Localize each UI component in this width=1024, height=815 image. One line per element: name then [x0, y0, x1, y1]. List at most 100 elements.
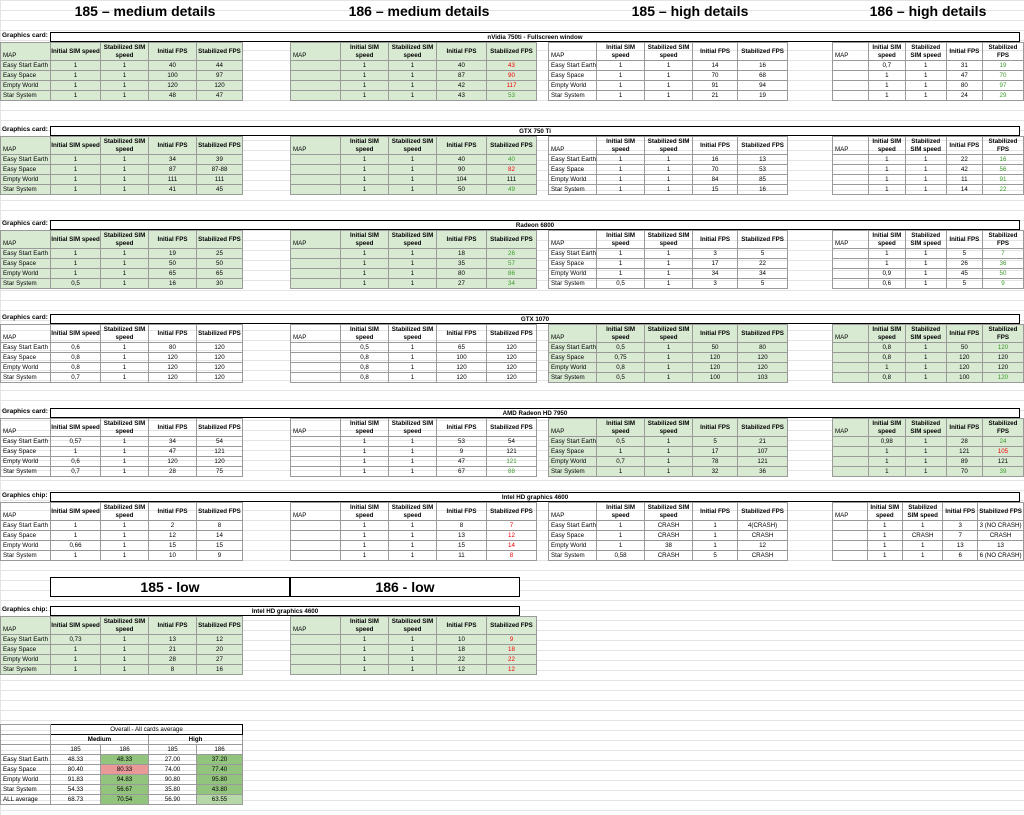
table-row: 1 1 11 91 [832, 174, 1024, 185]
value-cell: 1 [340, 530, 389, 541]
col-header-init_sim: Initial SIM speed [50, 502, 101, 521]
col-header-init_sim: Initial SIM speed [867, 230, 906, 249]
value-cell: 120 [196, 362, 243, 373]
value-cell: 1 [904, 164, 947, 175]
map-name-cell [290, 164, 341, 175]
section-3-table-2: MAP Initial SIM speed Stabilized SIM speed… [547, 324, 789, 383]
map-name-cell [290, 268, 341, 279]
table-row: Easy Start Earth 1 1 16 13 [547, 154, 789, 165]
map-name-cell: Star System [0, 664, 51, 675]
value-cell: 53 [436, 436, 487, 447]
header-186-medium: 186 – medium details [348, 3, 490, 19]
value-cell: 90 [486, 70, 537, 81]
value-cell: 43 [486, 60, 537, 71]
map-name-cell: Star System [547, 466, 598, 477]
table-row: 1 1 26 36 [832, 258, 1024, 269]
map-name-cell [832, 466, 869, 477]
value-cell: 100 [148, 70, 197, 81]
map-name-cell [832, 278, 869, 289]
value-cell: 45 [196, 184, 243, 195]
table-row: 0,8 1 120 120 [290, 362, 537, 373]
value-cell: 97 [981, 80, 1024, 91]
section-5-table-2: MAP Initial SIM speed Stabilized SIM speed… [547, 502, 789, 561]
header-185-low: 185 - low [50, 577, 290, 597]
value-cell: 36 [737, 466, 789, 477]
value-cell: 120 [737, 362, 789, 373]
table-row: Empty World 1 38 1 12 [547, 540, 789, 551]
value-cell: 34 [148, 154, 197, 165]
value-cell: 1 [596, 70, 646, 81]
value-cell: 12 [486, 664, 537, 675]
value-cell: 80 [945, 80, 983, 91]
col-header-init_fps: Initial FPS [436, 418, 487, 437]
col-header-init_sim: Initial SIM speed [596, 230, 646, 249]
value-cell: 1 [100, 184, 149, 195]
section-0-table-3: MAP Initial SIM speed Stabilized SIM speed… [832, 42, 1024, 101]
value-cell: 10 [148, 550, 197, 561]
col-header-init_sim: Initial SIM speed [867, 42, 906, 61]
value-cell: 3 [942, 520, 979, 531]
map-name-cell: Star System [0, 278, 51, 289]
average-cell: 77.40 [196, 764, 243, 775]
value-cell: 1 [644, 80, 694, 91]
map-name-cell: Easy Space [0, 258, 51, 269]
value-cell: 1 [100, 664, 149, 675]
table-row: 1 1 70 39 [832, 466, 1024, 477]
value-cell: 16 [196, 664, 243, 675]
value-cell: 117 [486, 80, 537, 91]
map-name-cell: Empty World [547, 456, 598, 467]
value-cell: 45 [945, 268, 983, 279]
col-header-init_sim: Initial SIM speed [50, 616, 101, 635]
value-cell: 0,8 [340, 372, 389, 383]
value-cell: 1 [50, 644, 101, 655]
col-header-init_fps: Initial FPS [148, 42, 197, 61]
value-cell: 18 [436, 644, 487, 655]
value-cell: 1 [50, 530, 101, 541]
value-cell: 50 [436, 184, 487, 195]
value-cell: 1 [644, 258, 694, 269]
col-header-init_fps: Initial FPS [148, 616, 197, 635]
value-cell: 68 [737, 70, 789, 81]
col-header-stab_sim: Stabilized SIM speed [388, 230, 437, 249]
value-cell: 15 [692, 184, 739, 195]
value-cell: 120 [196, 342, 243, 353]
table-row: 1 1 80 86 [290, 268, 537, 279]
group-header: High [148, 734, 243, 745]
col-header-init_fps: Initial FPS [945, 324, 983, 343]
value-cell: 1 [388, 268, 437, 279]
value-cell: 1 [596, 164, 646, 175]
col-header-stab_sim: Stabilized SIM speed [644, 502, 694, 521]
map-name-cell [290, 550, 341, 561]
value-cell: 1 [50, 164, 101, 175]
col-header-map: MAP [547, 230, 598, 249]
value-cell: 1 [50, 80, 101, 91]
col-header-init_sim: Initial SIM speed [867, 418, 906, 437]
card-name: AMD Radeon HD 7950 [50, 408, 1020, 418]
map-name-cell [290, 530, 341, 541]
map-name-cell [832, 550, 868, 561]
col-header-map: MAP [290, 230, 341, 249]
value-cell: 8 [148, 664, 197, 675]
map-name-cell: Easy Space [547, 530, 598, 541]
map-name-cell: Easy Space [0, 164, 51, 175]
value-cell: 8 [436, 520, 487, 531]
value-cell: 111 [486, 174, 537, 185]
col-header-stab_fps: Stabilized FPS [486, 616, 537, 635]
value-cell: 94 [737, 80, 789, 91]
graphics-card-label: Graphics card: [2, 408, 48, 415]
map-name-cell: Easy Space [547, 164, 598, 175]
value-cell: 0,6 [50, 342, 101, 353]
section-2-table-3: MAP Initial SIM speed Stabilized SIM speed… [832, 230, 1024, 289]
value-cell: 1 [100, 644, 149, 655]
map-name-cell: Easy Start Earth [547, 520, 598, 531]
value-cell: 1 [867, 362, 906, 373]
value-cell: 1 [596, 466, 646, 477]
table-row: 1 1 121 105 [832, 446, 1024, 457]
value-cell: 1 [904, 362, 947, 373]
value-cell: 21 [148, 644, 197, 655]
value-cell: 34 [737, 268, 789, 279]
col-header-map: MAP [547, 324, 598, 343]
table-row: Easy Space 1 1 50 50 [0, 258, 243, 269]
table-row: Star System 1 1 32 36 [547, 466, 789, 477]
